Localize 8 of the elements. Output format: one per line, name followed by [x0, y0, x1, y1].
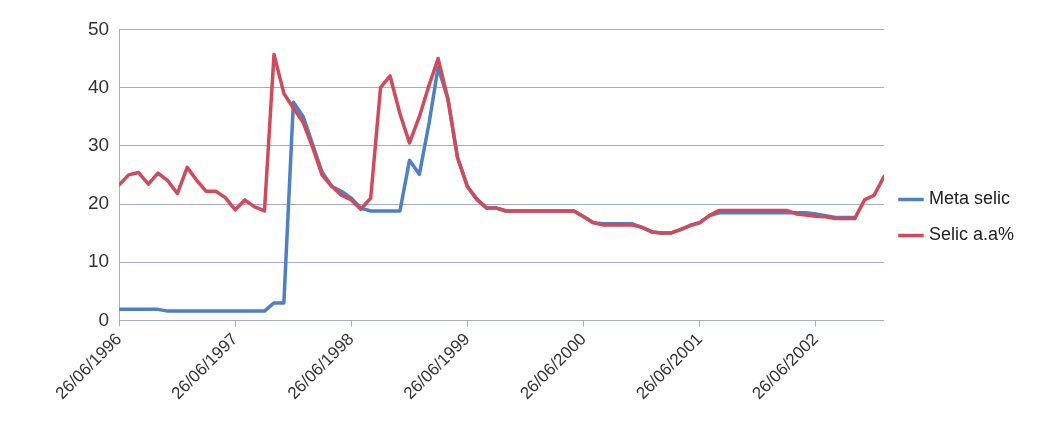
y-tick-label: 40: [87, 75, 110, 97]
y-tick-label: 0: [98, 308, 110, 330]
y-tick-label: 20: [87, 192, 110, 214]
legend-label: Meta selic: [928, 188, 1010, 209]
y-tick-label: 30: [87, 134, 110, 156]
y-tick-label: 10: [87, 250, 110, 272]
legend-label: Selic a.a%: [928, 224, 1014, 245]
y-tick-label: 50: [87, 17, 110, 39]
